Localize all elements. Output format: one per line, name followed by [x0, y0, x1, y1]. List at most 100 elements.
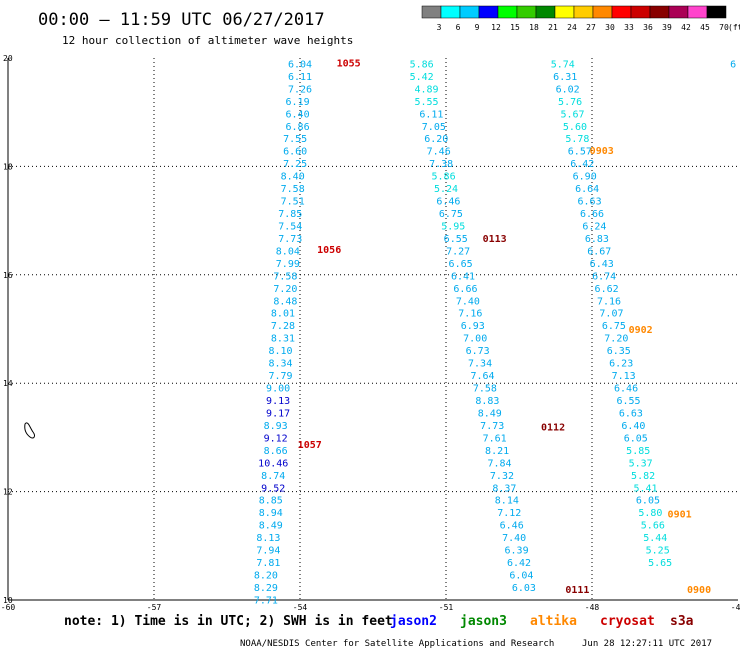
data-point-cryosat: 5.86	[432, 172, 456, 183]
data-point-s3a: 7.94	[256, 546, 280, 557]
data-point-jason3: 6.43	[590, 259, 614, 270]
y-tick-label: 20	[3, 54, 13, 63]
data-point-jason3: 6.02	[556, 84, 580, 95]
data-point-s3a: 6.11	[288, 72, 312, 83]
time-label: 1056	[317, 245, 341, 256]
data-point-s3a: 10.46	[258, 458, 288, 469]
data-point-cryosat: 8.49	[478, 408, 502, 419]
data-point-jason3: 6.31	[553, 72, 577, 83]
data-point-jason3: 6.63	[619, 408, 643, 419]
data-point-cryosat: 7.84	[487, 458, 511, 469]
colorbar-tick: 21	[548, 23, 558, 32]
colorbar-swatch	[478, 5, 499, 19]
data-point-cryosat: 7.64	[470, 371, 494, 382]
island-shape	[24, 422, 35, 439]
data-point-jason3: 6.40	[621, 421, 645, 432]
data-point-cryosat: 6.75	[439, 209, 463, 220]
data-point-cryosat: 6.65	[449, 259, 473, 270]
data-point-cryosat: 7.73	[480, 421, 504, 432]
legend-jason3: jason3	[460, 614, 507, 629]
colorbar-tick: 9	[475, 23, 480, 32]
y-tick-label: 18	[3, 162, 13, 171]
data-point-jason3: 6.42	[570, 159, 594, 170]
data-point-s3a: 8.66	[264, 446, 288, 457]
data-point-s3a: 7.73	[278, 234, 302, 245]
data-point-jason3: 5.85	[626, 446, 650, 457]
data-point-cryosat: 7.00	[463, 334, 487, 345]
data-point-edge: 6	[730, 59, 736, 70]
data-point-jason3: 6.75	[602, 321, 626, 332]
data-point-s3a: 8.04	[276, 246, 300, 257]
data-point-cryosat: 8.83	[475, 396, 499, 407]
data-point-jason3: 5.67	[560, 109, 584, 120]
time-labels: 1055 1056 1057 0113 0112 0111 0903 0902 0901 0900	[298, 58, 711, 596]
data-point-s3a: 8.94	[259, 508, 283, 519]
data-point-s3a: 9.12	[264, 433, 288, 444]
data-point-cryosat: 6.39	[505, 546, 529, 557]
data-point-s3a: 8.13	[256, 533, 280, 544]
colorbar-swatch	[592, 5, 613, 19]
data-point-cryosat: 7.34	[468, 359, 492, 370]
data-point-cryosat: 7.38	[429, 159, 453, 170]
data-point-s3a: 7.58	[281, 184, 305, 195]
colorbar-swatch	[706, 5, 727, 19]
data-point-s3a: 8.74	[261, 471, 285, 482]
colorbar-swatch	[687, 5, 708, 19]
time-label: 1055	[337, 58, 361, 69]
data-point-s3a: 7.55	[283, 134, 307, 145]
data-point-cryosat: 7.40	[502, 533, 526, 544]
data-point-cryosat: 6.11	[419, 109, 443, 120]
time-label: 0111	[565, 585, 589, 596]
chart-subtitle: 12 hour collection of altimeter wave hei…	[62, 34, 353, 47]
colorbar-tick: 3	[437, 23, 442, 32]
colorbar-tick: 27	[586, 23, 596, 32]
data-point-s3a: 7.79	[268, 371, 292, 382]
data-point-cryosat: 5.86	[410, 59, 434, 70]
data-point-jason3: 6.55	[616, 396, 640, 407]
data-point-s3a: 9.00	[266, 384, 290, 395]
y-tick-label: 16	[3, 271, 13, 280]
time-label: 0902	[629, 325, 653, 336]
data-point-s3a: 6.04	[288, 59, 312, 70]
x-tick-label: -45	[731, 603, 740, 612]
data-point-cryosat: 7.58	[473, 384, 497, 395]
data-point-jason3: 6.67	[587, 246, 611, 257]
data-point-s3a: 7.26	[288, 84, 312, 95]
data-point-s3a: 9.17	[266, 408, 290, 419]
data-point-cryosat: 6.55	[444, 234, 468, 245]
colorbar-tick: 42	[681, 23, 691, 32]
time-label: 0113	[483, 234, 507, 245]
data-point-jason3: 7.07	[599, 309, 623, 320]
axes: 10 12 14 16 18 20 -60 -57 -54 -51 -48 -45	[1, 54, 740, 612]
y-tick-label: 10	[3, 596, 13, 605]
data-point-s3a: 7.81	[256, 558, 280, 569]
data-point-s3a: 8.93	[264, 421, 288, 432]
legend-cryosat: cryosat	[600, 614, 655, 629]
data-point-cryosat: 7.12	[497, 508, 521, 519]
data-point-jason3: 6.74	[592, 271, 616, 282]
data-point-s3a: 7.20	[273, 284, 297, 295]
colorbar-swatch	[440, 5, 461, 19]
data-point-cryosat: 4.89	[414, 84, 438, 95]
time-label: 0903	[590, 146, 614, 157]
data-point-jason3: 6.90	[573, 172, 597, 183]
data-point-cryosat: 6.46	[500, 521, 524, 532]
data-point-cryosat: 7.40	[456, 296, 480, 307]
data-points: 6.046.117.266.196.406.867.556.607.258.40…	[254, 59, 736, 606]
data-point-cryosat: 5.42	[410, 72, 434, 83]
colorbar-unit: (ft)	[728, 23, 740, 32]
colorbar-tick: 15	[510, 23, 520, 32]
footer-timestamp: Jun 28 12:27:11 UTC 2017	[582, 639, 712, 649]
colorbar-swatch	[554, 5, 575, 19]
data-point-jason3: 6.05	[636, 496, 660, 507]
colorbar-tick: 6	[456, 23, 461, 32]
data-point-jason3: 5.66	[641, 521, 665, 532]
grid	[8, 58, 738, 600]
data-point-s3a: 6.19	[286, 97, 310, 108]
data-point-cryosat: 6.20	[424, 134, 448, 145]
data-point-s3a: 8.20	[254, 571, 278, 582]
data-point-jason3: 6.83	[585, 234, 609, 245]
data-point-cryosat: 6.73	[466, 346, 490, 357]
data-point-s3a: 6.86	[286, 122, 310, 133]
